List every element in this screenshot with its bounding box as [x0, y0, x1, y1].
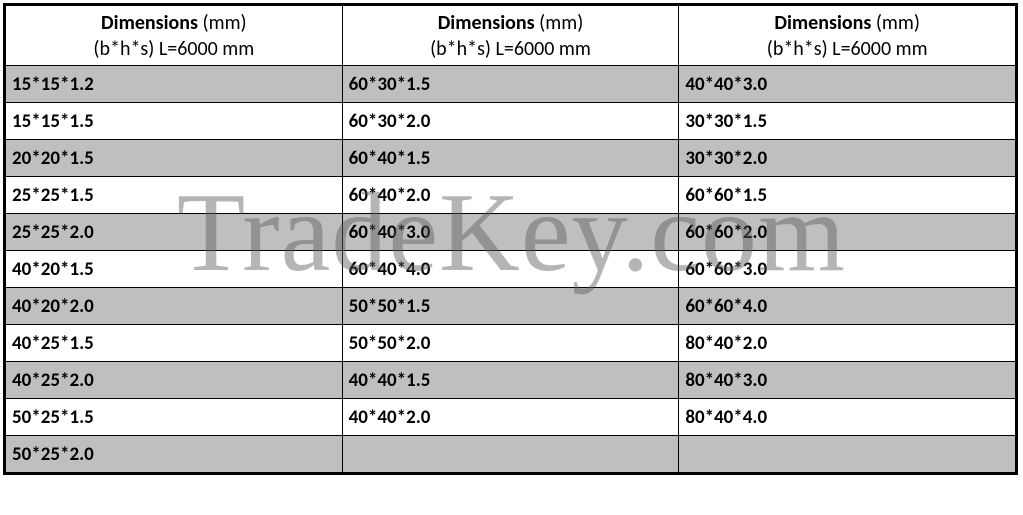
dimension-cell: 60*40*2.0 [342, 177, 679, 214]
dimension-cell: 50*50*1.5 [342, 288, 679, 325]
table-row: 25*25*2.060*40*3.060*60*2.0 [6, 214, 1016, 251]
dimension-cell: 50*25*1.5 [6, 399, 343, 436]
table-row: 50*25*1.540*40*2.080*40*4.0 [6, 399, 1016, 436]
dimensions-table-container: Dimensions (mm) (b*h*s) L=6000 mm Dimens… [3, 3, 1018, 475]
table-row: 40*20*1.560*40*4.060*60*3.0 [6, 251, 1016, 288]
table-row: 40*25*1.550*50*2.080*40*2.0 [6, 325, 1016, 362]
dimension-cell: 60*30*1.5 [342, 66, 679, 103]
column-header-2: Dimensions (mm) (b*h*s) L=6000 mm [342, 6, 679, 66]
table-row: 50*25*2.0 [6, 436, 1016, 473]
dimension-cell: 20*20*1.5 [6, 140, 343, 177]
header-title-bold: Dimensions [101, 11, 198, 35]
header-title-rest: (mm) [198, 11, 247, 35]
dimension-cell: 60*60*1.5 [679, 177, 1016, 214]
table-row: 40*25*2.040*40*1.580*40*3.0 [6, 362, 1016, 399]
dimension-cell: 40*40*2.0 [342, 399, 679, 436]
dimension-cell: 40*25*2.0 [6, 362, 343, 399]
dimension-cell [679, 436, 1016, 473]
dimension-cell: 30*30*1.5 [679, 103, 1016, 140]
dimension-cell: 40*40*1.5 [342, 362, 679, 399]
table-row: 20*20*1.560*40*1.530*30*2.0 [6, 140, 1016, 177]
dimension-cell: 80*40*2.0 [679, 325, 1016, 362]
dimension-cell: 15*15*1.5 [6, 103, 343, 140]
column-header-3: Dimensions (mm) (b*h*s) L=6000 mm [679, 6, 1016, 66]
dimension-cell: 30*30*2.0 [679, 140, 1016, 177]
dimension-cell: 60*40*1.5 [342, 140, 679, 177]
dimension-cell: 60*60*3.0 [679, 251, 1016, 288]
dimension-cell: 25*25*1.5 [6, 177, 343, 214]
header-title-bold: Dimensions [774, 11, 871, 35]
dimension-cell: 25*25*2.0 [6, 214, 343, 251]
dimension-cell: 15*15*1.2 [6, 66, 343, 103]
table-row: 25*25*1.560*40*2.060*60*1.5 [6, 177, 1016, 214]
dimension-cell: 60*40*4.0 [342, 251, 679, 288]
dimension-cell: 40*20*1.5 [6, 251, 343, 288]
dimension-cell: 60*30*2.0 [342, 103, 679, 140]
dimension-cell: 80*40*4.0 [679, 399, 1016, 436]
dimension-cell: 50*50*2.0 [342, 325, 679, 362]
header-subtitle: (b*h*s) L=6000 mm [430, 37, 591, 61]
dimensions-table: Dimensions (mm) (b*h*s) L=6000 mm Dimens… [5, 5, 1016, 473]
dimension-cell: 60*60*2.0 [679, 214, 1016, 251]
table-row: 15*15*1.560*30*2.030*30*1.5 [6, 103, 1016, 140]
table-body: 15*15*1.260*30*1.540*40*3.015*15*1.560*3… [6, 66, 1016, 473]
header-subtitle: (b*h*s) L=6000 mm [767, 37, 928, 61]
dimension-cell: 40*40*3.0 [679, 66, 1016, 103]
table-header-row: Dimensions (mm) (b*h*s) L=6000 mm Dimens… [6, 6, 1016, 66]
dimension-cell: 80*40*3.0 [679, 362, 1016, 399]
header-title-rest: (mm) [871, 11, 920, 35]
header-subtitle: (b*h*s) L=6000 mm [93, 37, 254, 61]
dimension-cell: 50*25*2.0 [6, 436, 343, 473]
header-title-rest: (mm) [535, 11, 584, 35]
table-row: 15*15*1.260*30*1.540*40*3.0 [6, 66, 1016, 103]
dimension-cell: 40*20*2.0 [6, 288, 343, 325]
dimension-cell: 60*40*3.0 [342, 214, 679, 251]
dimension-cell: 40*25*1.5 [6, 325, 343, 362]
dimension-cell [342, 436, 679, 473]
dimension-cell: 60*60*4.0 [679, 288, 1016, 325]
table-row: 40*20*2.050*50*1.560*60*4.0 [6, 288, 1016, 325]
header-title-bold: Dimensions [438, 11, 535, 35]
column-header-1: Dimensions (mm) (b*h*s) L=6000 mm [6, 6, 343, 66]
